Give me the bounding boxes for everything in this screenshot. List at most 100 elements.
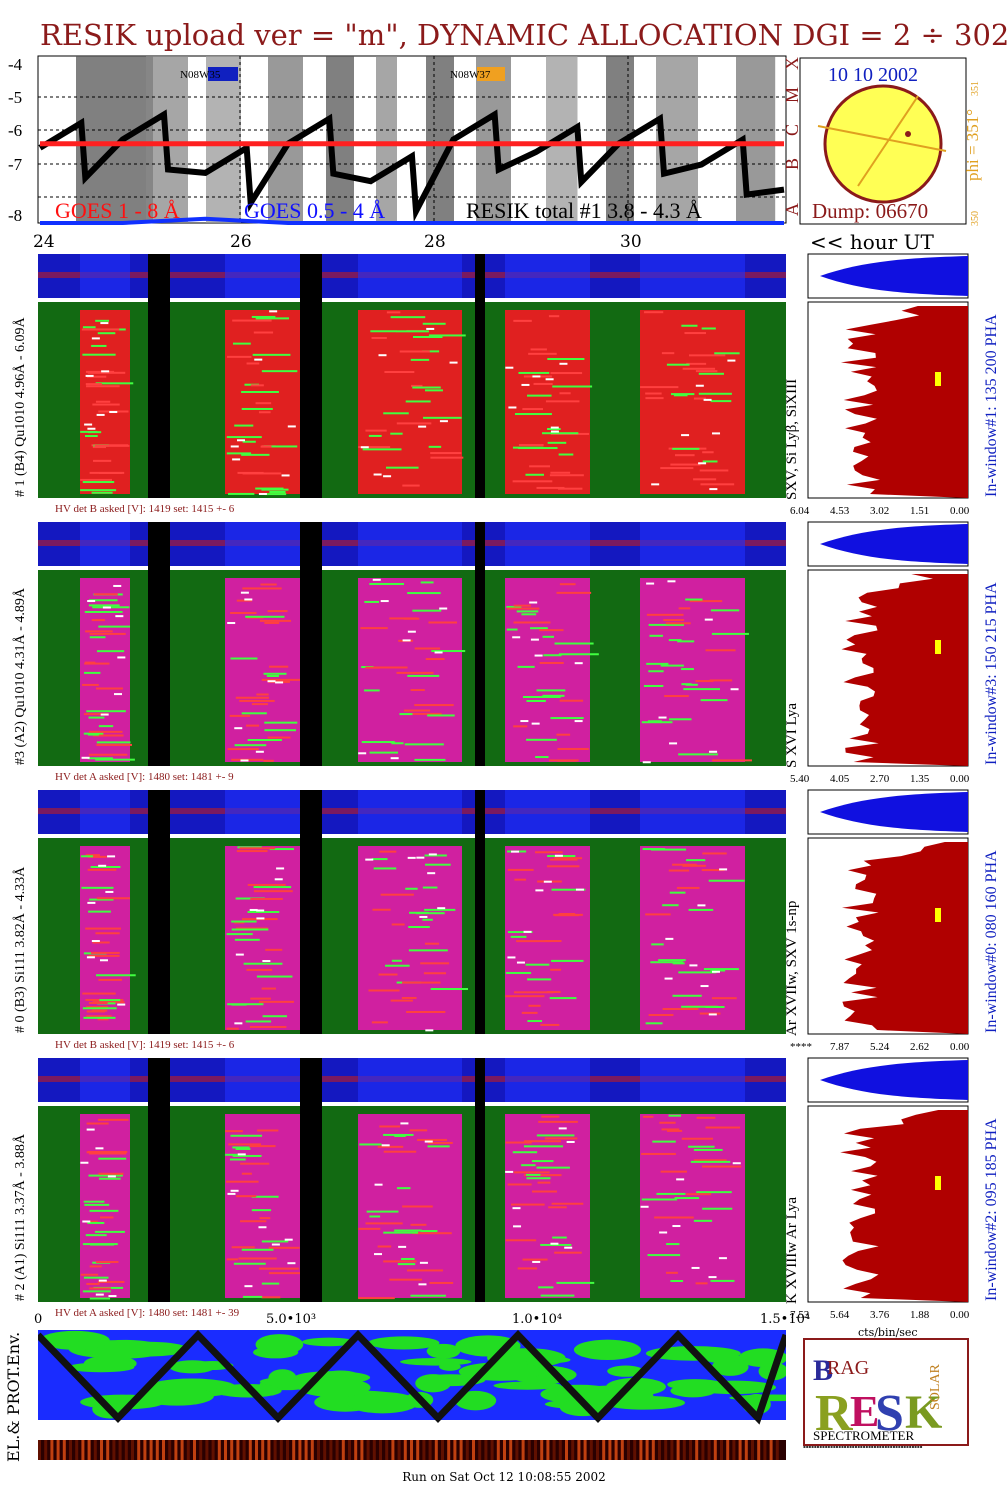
pha-histogram [820,524,968,564]
goes-05-4-series [40,216,784,225]
gap-band [475,522,485,766]
activity-block [225,310,300,494]
ar-label-2: N08W37 [450,69,491,81]
svg-text:351: 351 [970,81,981,96]
pha-histogram [820,792,968,832]
gap-band [148,790,170,1034]
line-label: Ar XVIIw, SXV 1s-np [784,901,800,1036]
time-axis: 24 26 28 30 << hour UT [33,230,934,254]
detector-label: #3 (A2) Qu1010 4.31Å - 4.89Å [12,587,28,765]
in-window-label: In-window#2: 095 185 PHA [983,1118,1000,1301]
goes-ytick: -8 [8,206,22,225]
svg-text:SOLAR: SOLAR [928,1363,943,1410]
hist-xtick: 0.00 [950,1309,970,1321]
goes-ytick: -5 [8,88,22,107]
goes-class-label: A [782,203,802,216]
dump-label: Dump: 06670 [812,199,928,223]
spectrogram-panel: HV det A asked [V]: 1480 set: 1481 +- 9 #… [0,520,1008,788]
gap-band [148,522,170,766]
svg-text:K: K [905,1386,942,1439]
svg-text:350: 350 [970,211,981,226]
goes-class-label: B [782,158,802,170]
hist-xtick: 3.02 [870,505,889,517]
hist-xtick: 0.00 [950,505,970,517]
ar-marker-2 [477,67,505,81]
hour-ut-label: << hour UT [810,230,934,254]
gap-band [300,790,322,1034]
cts-unit-label: cts/bin/sec [858,1326,918,1339]
hist-xtick: 6.04 [790,505,810,517]
goes-band [76,56,153,223]
hist-xtick: 5.24 [870,1041,890,1053]
ar-label-1: N08W35 [180,69,221,81]
hist-xtick: 5.64 [830,1309,850,1321]
ar-marker-1 [208,67,238,81]
hv-readout: HV det B asked [V]: 1419 set: 1415 +- 6 [55,1039,235,1051]
hist-xtick: 5.40 [790,773,810,785]
gap-band [300,254,322,498]
gap-band [300,522,322,766]
hist-xtick: 4.53 [830,505,850,517]
spectrogram-panel: HV det B asked [V]: 1419 set: 1415 +- 6 #… [0,252,1008,520]
hist-xtick: 7.87 [830,1041,850,1053]
activity-block [640,846,745,1030]
line-label: S XVI Lya [784,703,800,768]
resik-logo: B RAG R E S K SOLAR SPECTROMETER [803,1338,969,1446]
in-window-label: In-window#1: 135 200 PHA [983,314,1000,497]
line-label: SXV, Si Lyβ, SiXIII [784,379,800,500]
hist-xtick: 2.62 [910,1041,929,1053]
activity-block [358,578,462,762]
detector-label: # 1 (B4) Qu1010 4.96Å - 6.09Å [12,316,28,497]
goes-ytick: -4 [8,55,23,74]
hist-xtick: 4.05 [830,773,850,785]
gap-band [475,254,485,498]
page-title: RESIK upload ver = "m", DYNAMIC ALLOCATI… [40,18,1008,52]
detector-label: # 0 (B3) Si111 3.82Å - 4.33Å [12,866,28,1033]
hist-xtick: 1.51 [910,505,929,517]
logo-graphic: B RAG R E S K SOLAR SPECTROMETER [813,1354,943,1443]
run-footer: Run on Sat Oct 12 10:08:55 2002 [402,1470,606,1484]
goes-ytick: -7 [8,155,23,174]
spectrum-histogram [841,574,968,766]
svg-text:B: B [813,1354,833,1387]
goes-class-label: X [782,57,802,70]
phi-arrow [817,125,947,152]
gap-band [148,1058,170,1302]
detector-label: # 2 (A1) Si111 3.37Å - 3.88Å [12,1133,28,1301]
sun-panel: 10 10 2002 Dump: 06670 phi = 351° 351 35… [799,57,982,226]
spectrum-histogram [840,1110,968,1302]
phi-label: phi = 351° [963,109,982,181]
activity-block [225,1114,300,1298]
pha-histogram [820,1060,968,1100]
gap-band [475,790,485,1034]
hv-readout: HV det B asked [V]: 1419 set: 1415 +- 6 [55,503,235,515]
bottom-axis: 0 5.0•10³ 1.0•10⁴ 1.5•10⁴ [34,1312,811,1327]
hv-readout: HV det A asked [V]: 1480 set: 1481 +- 39 [55,1307,240,1319]
activity-block [80,1114,130,1298]
spectrum-histogram [840,306,968,498]
spectrogram-panel: HV det B asked [V]: 1419 set: 1415 +- 6 #… [0,788,1008,1056]
hist-xtick: 3.76 [870,1309,890,1321]
goes-class-label: C [782,124,802,136]
env-zigzag-series [38,1330,786,1425]
hist-xtick: 0.00 [950,773,970,785]
legend-goes18: GOES 1 - 8 Å [55,198,180,223]
svg-text:R: R [815,1385,854,1442]
svg-text:E: E [850,1387,879,1436]
hist-xtick: 1.35 [910,773,930,785]
goes-band [376,56,397,223]
sun-disc [823,84,943,204]
activity-block [225,578,300,762]
svg-text:RAG: RAG [827,1357,869,1379]
spectrogram-panel: HV det A asked [V]: 1480 set: 1481 +- 39… [0,1056,1008,1324]
hist-xtick: 0.00 [950,1041,970,1053]
legend-goes054: GOES 0.5 - 4 Å [244,198,385,223]
activity-block [358,846,462,1030]
legend-resik: RESIK total #1 3.8 - 4.3 Å [466,198,702,223]
goes-band [206,56,241,223]
hist-xtick: 7.53 [790,1309,810,1321]
line-label: K XVIIIw Ar Lya [784,1197,800,1304]
gap-band [300,1058,322,1302]
svg-text:S: S [875,1385,904,1442]
date-label: 10 10 2002 [828,64,918,86]
